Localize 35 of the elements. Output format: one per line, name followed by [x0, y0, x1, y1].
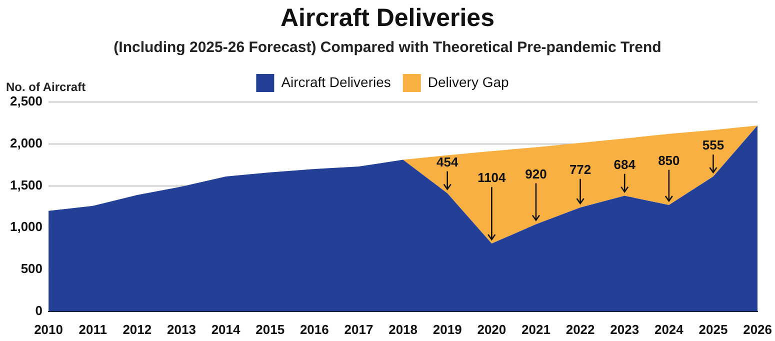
x-tick-label: 2011: [78, 322, 107, 337]
x-tick-label: 2010: [34, 322, 63, 337]
data-label: 454: [436, 154, 459, 170]
y-tick-label: 2,000: [10, 135, 43, 150]
x-tick-label: 2022: [566, 322, 595, 337]
x-tick-label: 2014: [211, 322, 242, 337]
chart-subtitle: (Including 2025-26 Forecast) Compared with Theoretical Pre-pandemic Trend: [112, 39, 662, 56]
x-tick-label: 2025: [698, 322, 728, 337]
x-tick-label: 2024: [654, 322, 684, 337]
x-tick-label: 2021: [522, 322, 550, 337]
x-tick-label: 2018: [388, 322, 418, 337]
y-tick-label: 1,500: [10, 177, 43, 192]
x-tick-label: 2015: [256, 322, 285, 337]
y-tick-label: 2,500: [10, 94, 43, 109]
x-tick-label: 2026: [743, 322, 772, 337]
x-tick-label: 2013: [167, 322, 196, 337]
chart-title: Aircraft Deliveries: [279, 4, 496, 33]
x-tick-label: 2023: [610, 322, 640, 337]
x-tick-label: 2012: [122, 322, 152, 337]
x-tick-label: 2017: [344, 322, 374, 337]
x-tick-label: 2016: [300, 322, 329, 337]
data-label: 772: [569, 162, 592, 177]
y-axis-title: No. of Aircraft: [6, 80, 86, 94]
data-label: 850: [658, 152, 680, 168]
legend-label: Aircraft Deliveries: [281, 74, 391, 90]
legend-label: Delivery Gap: [428, 74, 510, 90]
data-label: 684: [614, 156, 636, 172]
y-tick-label: 0: [35, 302, 43, 318]
x-tick-label: 2019: [432, 322, 462, 337]
data-label: 1104: [478, 170, 507, 186]
y-tick-label: 500: [20, 261, 43, 276]
data-label: 555: [702, 138, 724, 153]
data-label: 920: [525, 166, 547, 182]
x-tick-label: 2020: [477, 322, 506, 337]
y-tick-label: 1,000: [10, 219, 43, 234]
